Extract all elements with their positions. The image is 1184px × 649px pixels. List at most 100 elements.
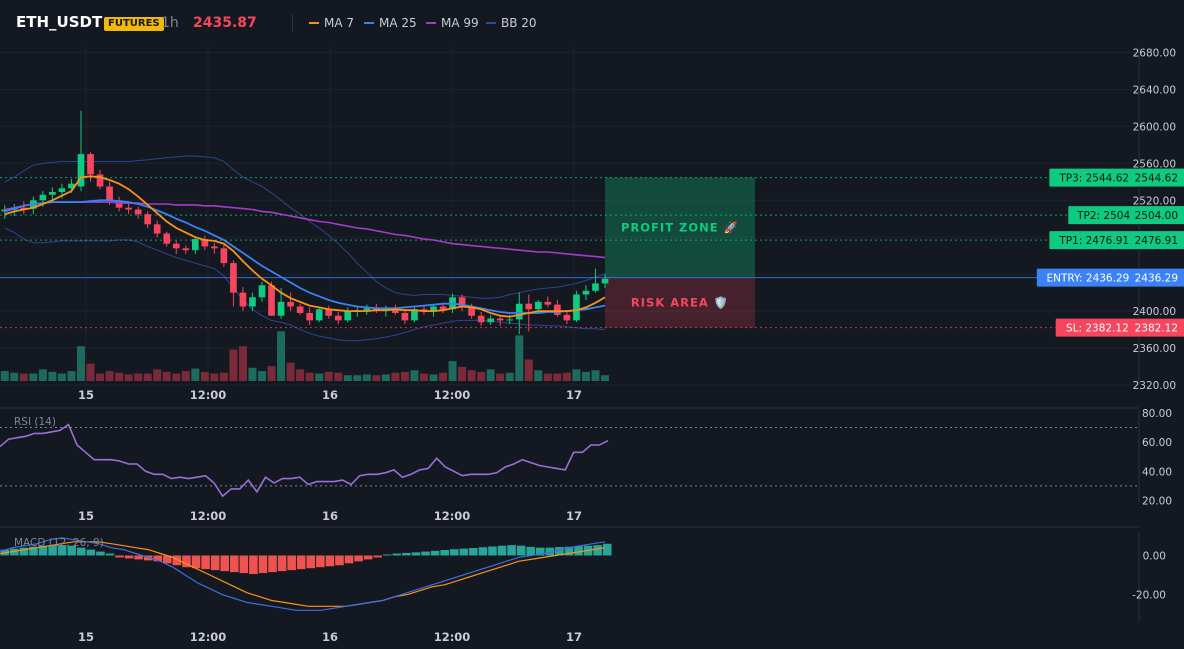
candle-body (49, 191, 56, 195)
macd-line (0, 537, 606, 611)
price-tick-label: 2520.00 (1133, 195, 1176, 207)
price-grid (0, 47, 1139, 386)
candle-body (477, 315, 485, 323)
macd-histogram-bar (105, 553, 115, 556)
macd-histogram-bar (545, 547, 555, 556)
macd-histogram-bar (220, 555, 229, 572)
macd-histogram-bar (239, 555, 249, 574)
rsi-tick-label: 20.00 (1142, 496, 1172, 508)
entry-tag (1036, 268, 1139, 287)
volume-bar (496, 373, 505, 381)
volume-bar (200, 371, 209, 381)
tp2-tag (1068, 206, 1139, 225)
tp1-tag (1049, 231, 1139, 250)
candle-body (68, 183, 75, 189)
candle-body (201, 239, 209, 247)
volume-bar (429, 374, 438, 381)
volume-bar (477, 371, 486, 381)
symbol-title[interactable]: ETH_USDT (16, 13, 103, 31)
macd-histogram-bar (373, 555, 382, 558)
macd-tick-label: -20.00 (1132, 590, 1166, 602)
candle-body (411, 309, 418, 321)
timeframe-selector[interactable]: 1h (161, 15, 179, 31)
macd-histogram-bar (201, 555, 210, 570)
candle-body (515, 303, 523, 320)
legend-ma99[interactable]: MA 99 (426, 16, 479, 30)
volume-bar (486, 369, 495, 381)
macd-histogram-bar (287, 555, 296, 571)
ma25-line (4, 199, 606, 314)
macd-title: MACD (12, 26, 9) (14, 537, 104, 549)
legend-ma7[interactable]: MA 7 (309, 16, 354, 30)
volume-bars (0, 331, 610, 381)
macd-histogram-bar (163, 555, 172, 564)
candle-body (506, 319, 514, 321)
volume-bar (524, 359, 533, 381)
volume-bar (286, 362, 295, 381)
candle-body (115, 200, 123, 208)
legend-ma25[interactable]: MA 25 (364, 16, 417, 30)
macd-time-label: 15 (78, 630, 94, 644)
macd-histogram-bar (258, 555, 268, 574)
volume-bar (372, 375, 381, 381)
candle-body (87, 154, 94, 175)
candle-body (468, 306, 475, 316)
candle-body (258, 285, 266, 298)
volume-bar (572, 369, 581, 381)
volume-bar (67, 371, 76, 381)
entry-axis-label: 2436.29 (1135, 273, 1178, 285)
candle-body (344, 311, 352, 321)
volume-bar (115, 372, 124, 381)
candle-body (592, 283, 599, 291)
candle-body (153, 224, 161, 234)
candle-body (325, 309, 333, 316)
macd-histogram-bar (124, 555, 134, 559)
profit-zone-label: PROFIT ZONE 🚀 (621, 221, 739, 235)
volume-bar (105, 371, 114, 381)
macd-histogram-bar (172, 555, 182, 566)
volume-bar (238, 346, 247, 381)
macd-histogram-bar (507, 545, 516, 556)
tp1-axis-label: 2476.91 (1135, 235, 1178, 247)
candle-body (239, 292, 247, 307)
volume-bar (600, 375, 610, 381)
legend-bb20[interactable]: BB 20 (486, 16, 537, 30)
macd-histogram-bar (392, 553, 402, 556)
macd-histogram-bar (555, 547, 564, 556)
candle-body (134, 209, 142, 215)
macd-histogram-bar (459, 548, 469, 556)
volume-bar (38, 369, 47, 381)
entry-axis-tag (1139, 268, 1184, 287)
macd-histogram-bar (383, 554, 392, 556)
candle-body (106, 186, 113, 201)
candle-body (1, 209, 9, 212)
volume-bar (324, 371, 333, 381)
sl-axis-label: 2382.12 (1135, 323, 1178, 335)
rsi-tick-label: 80.00 (1142, 408, 1172, 420)
risk-zone-label: RISK AREA 🛡️ (631, 296, 729, 310)
volume-bar (553, 373, 562, 381)
candle-body (534, 301, 542, 310)
macd-histogram-bar (469, 548, 478, 556)
price-time-label: 12:00 (434, 388, 471, 402)
macd-histogram-bar (134, 555, 143, 560)
candle-body (296, 306, 304, 313)
volume-bar (124, 374, 133, 381)
volume-bar (591, 370, 600, 381)
macd-histogram-bar (344, 555, 354, 564)
ma99-line (4, 201, 606, 259)
macd-histogram-bar (230, 555, 239, 573)
rsi-time-label: 12:00 (190, 509, 227, 523)
tp2-tag-label: TP2: 2504 (1076, 210, 1130, 222)
candle-body (544, 301, 552, 305)
candle-body (96, 174, 104, 187)
candle-body (525, 303, 533, 310)
macd-time-label: 17 (566, 630, 582, 644)
macd-histogram-bar (574, 546, 583, 556)
entry-tag-label: ENTRY: 2436.29 (1046, 273, 1129, 285)
macd-histogram-bar (526, 546, 535, 556)
sl-axis-tag (1139, 318, 1184, 337)
macd-histogram-bar (449, 549, 459, 556)
volume-bar (134, 373, 143, 381)
